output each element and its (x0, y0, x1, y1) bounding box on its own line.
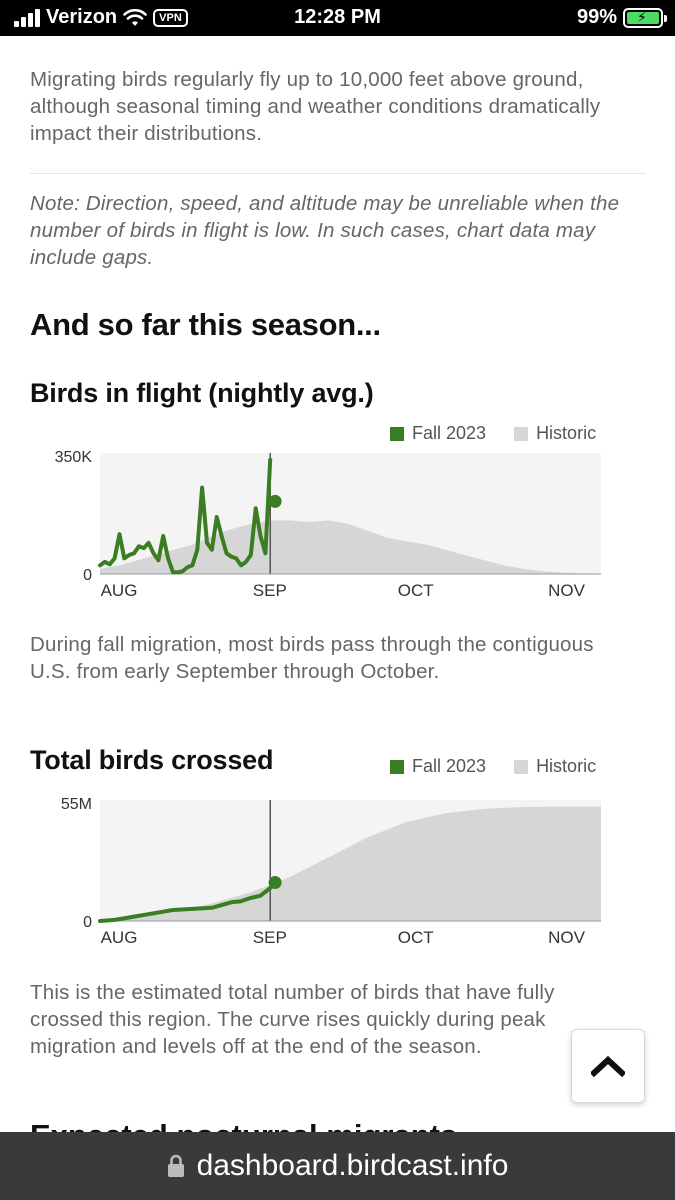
current-value-marker (268, 494, 282, 508)
address-bar[interactable]: dashboard.birdcast.info (0, 1132, 675, 1200)
note-paragraph: Note: Direction, speed, and altitude may… (30, 192, 620, 269)
x-tick-label: SEP (253, 928, 287, 947)
status-time: 12:28 PM (294, 6, 381, 28)
historic-area (100, 520, 601, 574)
battery-icon: ⚡ (623, 7, 667, 28)
historic-area (100, 806, 601, 921)
divider (30, 173, 646, 174)
birds-in-flight-chart: 0 350K AUG SEP OCT NOV (55, 449, 601, 600)
battery-fill (627, 11, 659, 24)
vpn-badge: VPN (153, 8, 188, 27)
x-tick-label: NOV (548, 928, 586, 947)
x-tick-label: AUG (101, 581, 138, 600)
season-heading: And so far this season... (30, 307, 381, 342)
y-tick-label: 350K (55, 449, 93, 466)
fall-2023-line (98, 880, 278, 923)
total-birds-chart: 0 55M AUG SEP OCT NOV (61, 796, 601, 947)
birds-in-flight-title: Birds in flight (nightly avg.) (30, 378, 374, 408)
legend-fall-label: Fall 2023 (412, 756, 487, 776)
battery-percent: 99% (576, 6, 617, 28)
x-tick-label: SEP (253, 581, 287, 600)
legend-historic-label: Historic (536, 756, 597, 776)
birds-in-flight-legend: Fall 2023 Historic (390, 423, 596, 444)
y-tick-label: 0 (83, 914, 92, 931)
url-text: dashboard.birdcast.info (196, 1149, 509, 1182)
chevron-up-icon (591, 1055, 625, 1077)
legend-fall-swatch (390, 426, 404, 441)
x-tick-label: OCT (398, 581, 434, 600)
current-value-marker (268, 876, 282, 889)
y-tick-label: 0 (83, 567, 92, 584)
signal-icon (14, 8, 40, 27)
total-birds-legend: Fall 2023 Historic (390, 756, 596, 777)
y-tick-label: 55M (61, 796, 92, 813)
legend-fall-swatch (390, 759, 404, 774)
legend-historic-swatch (514, 426, 529, 441)
page-content: Migrating birds regularly fly up to 10,0… (30, 66, 650, 343)
legend-fall-label: Fall 2023 (412, 423, 487, 443)
x-tick-label: OCT (398, 928, 434, 947)
birds-in-flight-caption: During fall migration, most birds pass t… (30, 633, 594, 683)
scroll-to-top-button[interactable] (571, 1029, 645, 1103)
charging-bolt-icon: ⚡ (637, 8, 647, 25)
status-bar: Verizon VPN 12:28 PM 99% ⚡ (0, 0, 675, 36)
x-tick-label: AUG (101, 928, 138, 947)
status-left: Verizon VPN (14, 6, 188, 29)
lock-icon (167, 1154, 184, 1177)
wifi-icon (123, 8, 147, 26)
total-birds-title: Total birds crossed (30, 745, 274, 775)
status-right: 99% ⚡ (576, 6, 667, 29)
fall-2023-line (98, 457, 273, 575)
legend-historic-swatch (514, 759, 529, 774)
total-birds-caption: This is the estimated total number of bi… (30, 981, 555, 1058)
legend-historic-label: Historic (536, 423, 597, 443)
intro-paragraph: Migrating birds regularly fly up to 10,0… (30, 68, 601, 145)
carrier-name: Verizon (46, 6, 118, 28)
x-tick-label: NOV (548, 581, 586, 600)
